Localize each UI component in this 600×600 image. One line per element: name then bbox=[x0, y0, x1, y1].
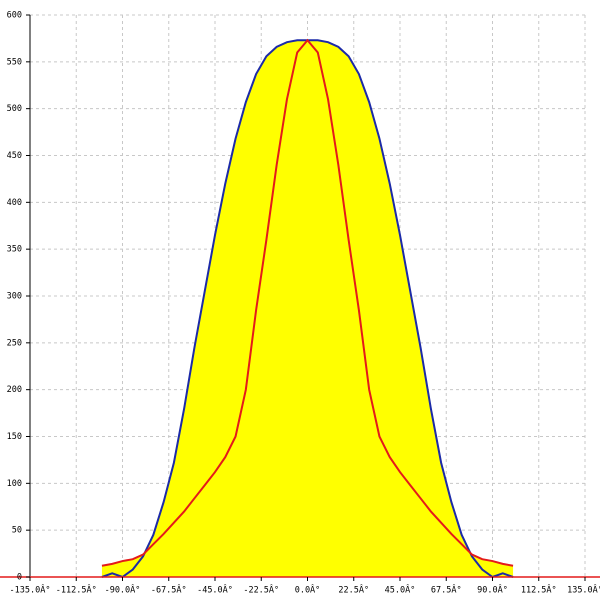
y-tick-label: 0 bbox=[17, 573, 22, 583]
x-tick-label: 45.0Â° bbox=[385, 584, 416, 596]
y-tick-label: 50 bbox=[12, 526, 22, 536]
x-tick-label: -45.0Â° bbox=[197, 584, 233, 596]
x-tick-label: 22.5Â° bbox=[338, 584, 369, 596]
y-tick-label: 400 bbox=[7, 198, 22, 208]
plot bbox=[101, 38, 514, 579]
y-tick-label: 300 bbox=[7, 292, 22, 302]
x-tick-label: 90.0Â° bbox=[477, 584, 508, 596]
x-tick-label: 112.5Â° bbox=[521, 584, 557, 596]
y-tick-label: 250 bbox=[7, 338, 22, 348]
x-tick-label: 0.0Â° bbox=[295, 584, 321, 596]
x-tick-label: -22.5Â° bbox=[243, 584, 279, 596]
x-tick-label: -90.0Â° bbox=[105, 584, 141, 596]
y-tick-label: 550 bbox=[7, 57, 22, 67]
area-fill bbox=[101, 40, 514, 578]
x-tick-label: -67.5Â° bbox=[151, 584, 187, 596]
y-tick-label: 350 bbox=[7, 245, 22, 255]
y-tick-label: 600 bbox=[7, 11, 22, 21]
y-tick-label: 200 bbox=[7, 385, 22, 395]
y-tick-label: 500 bbox=[7, 104, 22, 114]
x-tick-label: 67.5Â° bbox=[431, 584, 462, 596]
x-tick-label: 135.0Â° bbox=[567, 584, 600, 596]
y-tick-label: 450 bbox=[7, 151, 22, 161]
y-tick-label: 150 bbox=[7, 432, 22, 442]
x-tick-label: -112.5Â° bbox=[56, 584, 97, 596]
y-tick-label: 100 bbox=[7, 479, 22, 489]
labels: 0 50 100 150 200 250 300 350 400 450 500 550 600 -135… bbox=[7, 11, 600, 596]
series-line bbox=[101, 38, 514, 567]
x-tick-label: -135.0Â° bbox=[10, 584, 51, 596]
